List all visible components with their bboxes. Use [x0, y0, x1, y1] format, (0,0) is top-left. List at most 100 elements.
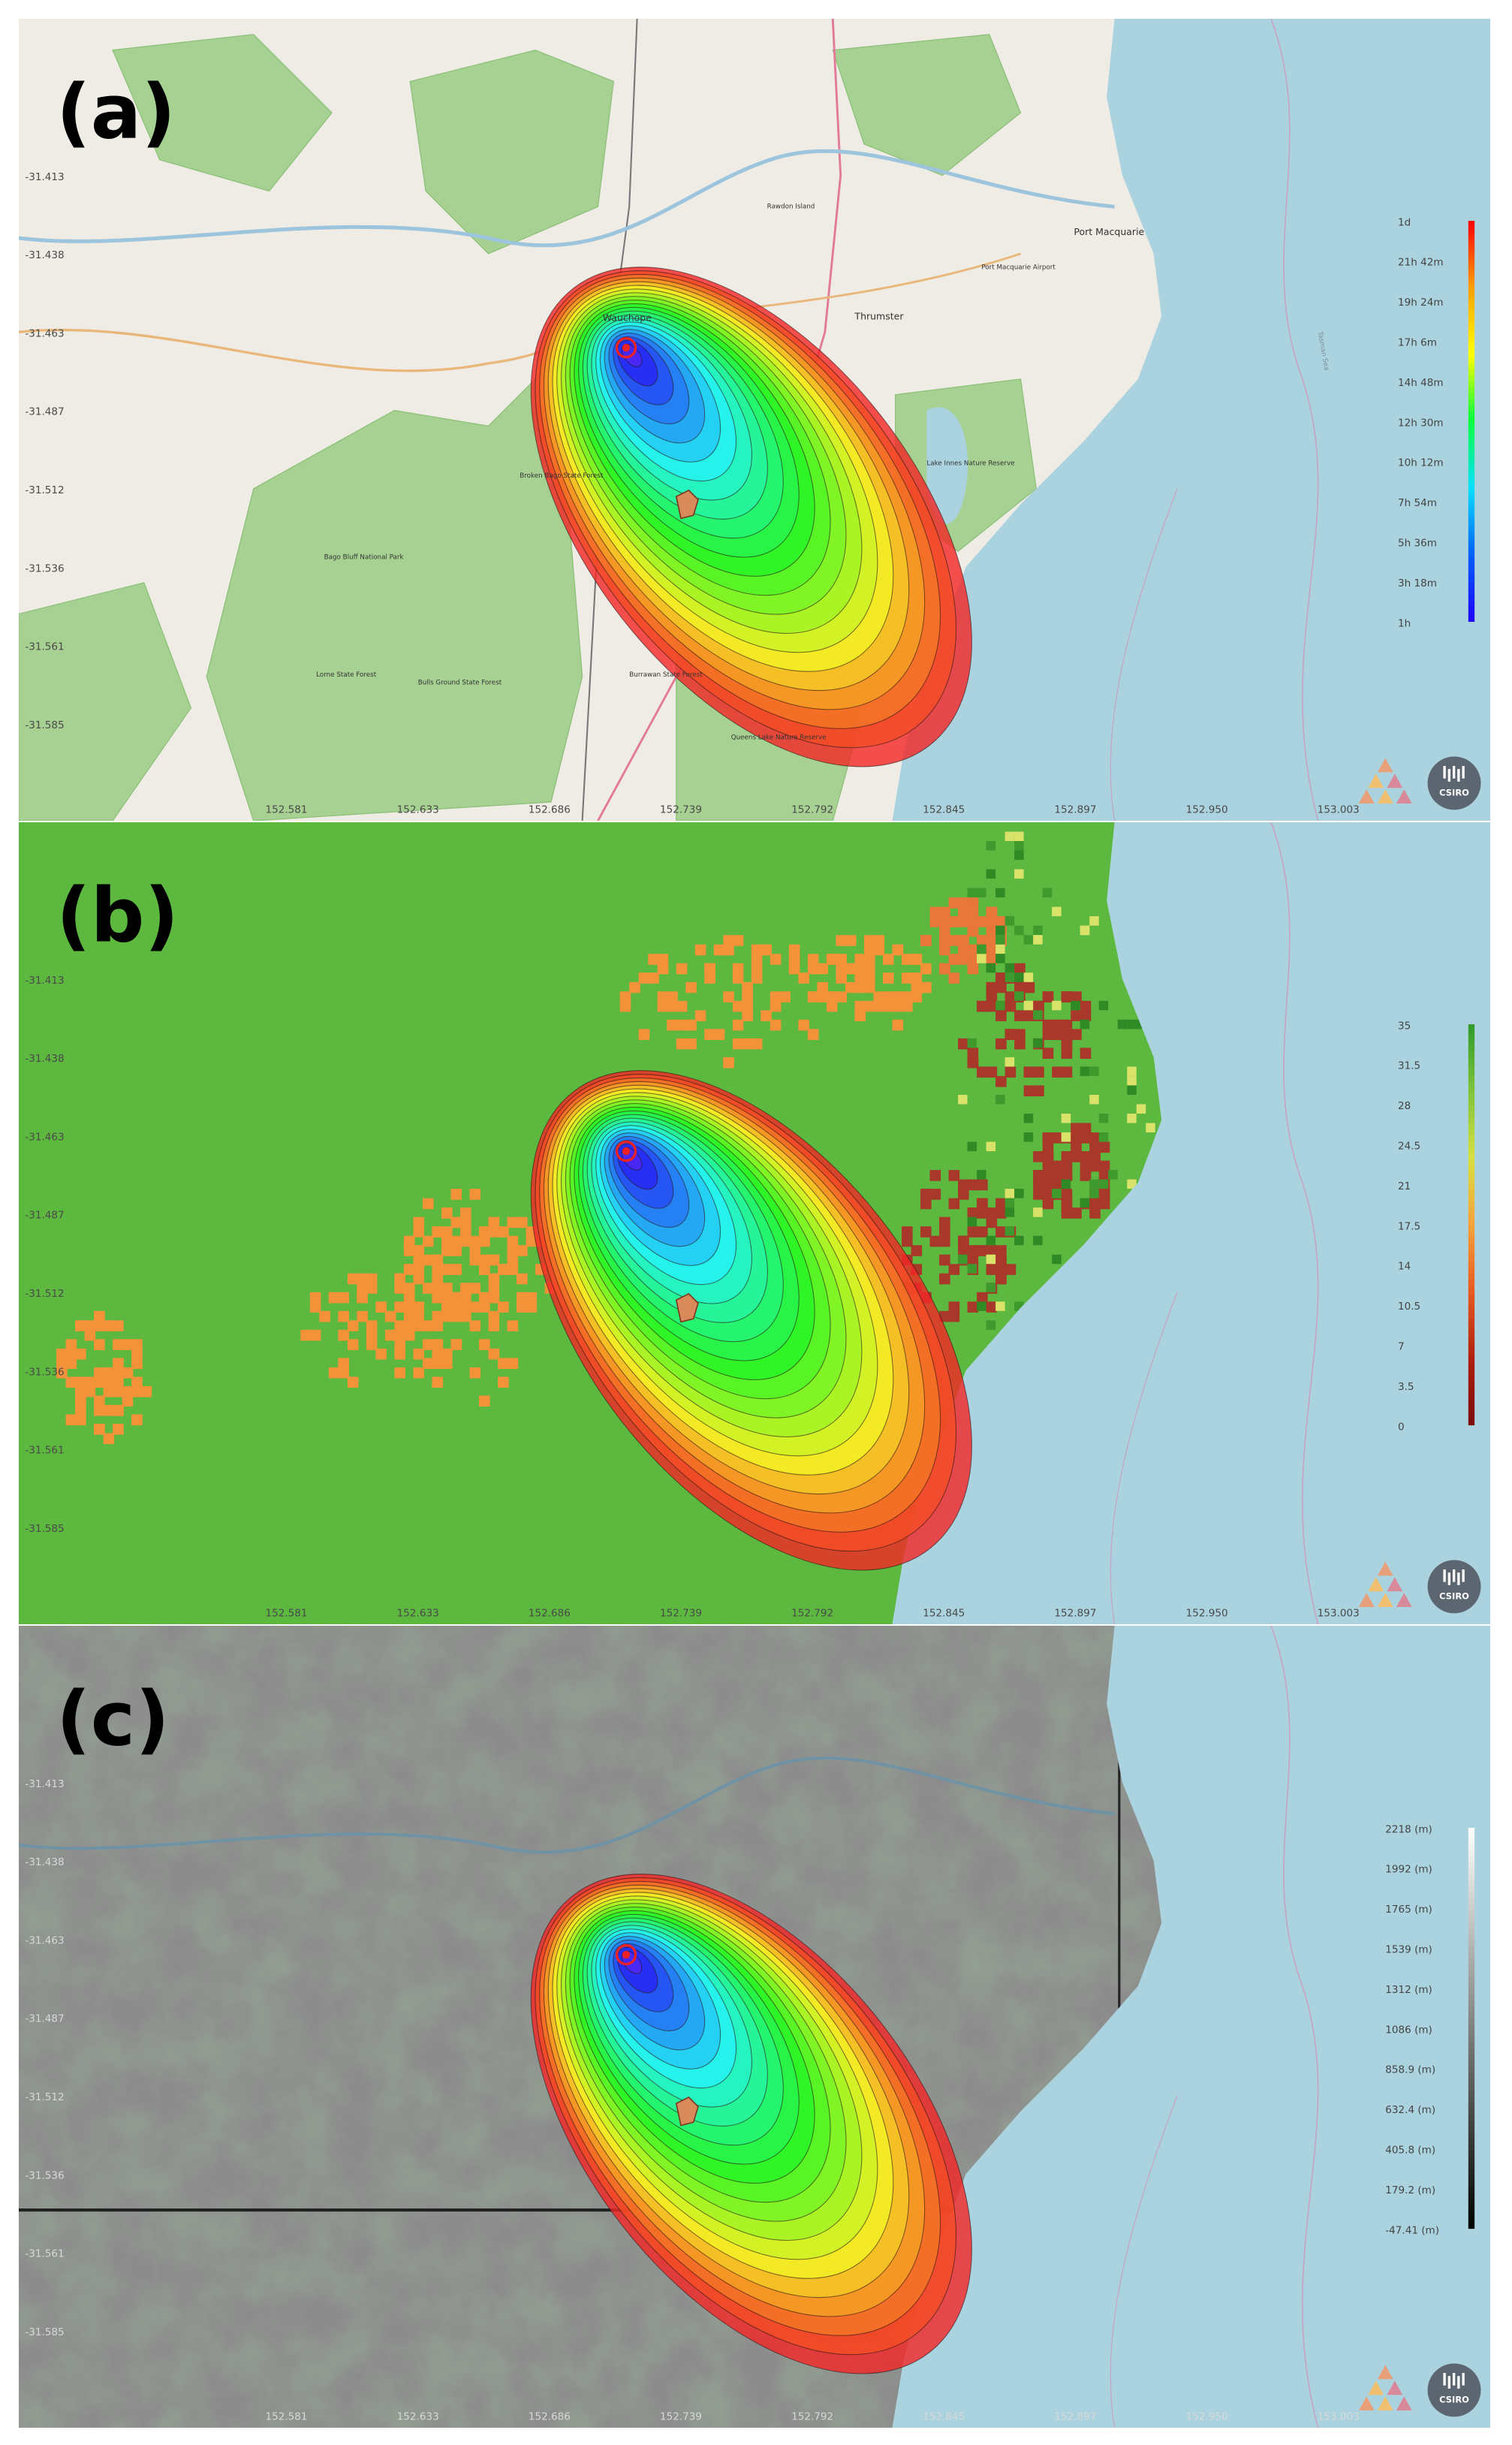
place-name: Port Macquarie Airport [981, 264, 1056, 272]
fuel-patch [939, 1273, 950, 1285]
fuel-patch [131, 1339, 143, 1350]
fuel-patch [667, 1000, 678, 1012]
fuel-patch [863, 944, 875, 956]
fuel-patch [328, 1292, 340, 1304]
fuel-patch [995, 944, 1005, 954]
fuel-patch [995, 925, 1005, 936]
fuel-patch [413, 1348, 425, 1360]
fuel-patch [723, 991, 734, 1002]
fuel-patch [892, 1019, 904, 1031]
fuel-patch [131, 1414, 143, 1426]
place-name: Burrawan State Forest [629, 671, 703, 679]
fuel-patch [1004, 1066, 1017, 1078]
fuel-patch [413, 1310, 425, 1322]
fuel-patch [488, 1310, 500, 1322]
fuel-patch [986, 1141, 996, 1152]
lat-label: -31.561 [25, 1445, 64, 1457]
fuel-patch [770, 1000, 782, 1012]
fuel-patch [1061, 1189, 1073, 1200]
fuel-patch [94, 1367, 105, 1379]
fuel-patch [441, 1348, 453, 1360]
fuel-patch [761, 944, 772, 956]
fuel-patch [807, 963, 819, 975]
fuel-patch [498, 1264, 509, 1275]
fuel-patch [394, 1273, 406, 1285]
legend-label: 1312 (m) [1385, 1984, 1432, 1996]
logo-bar [1452, 2372, 1456, 2386]
fuel-patch [517, 1292, 528, 1304]
fuel-patch [65, 1414, 77, 1426]
fuel-patch [1033, 925, 1043, 936]
depth-contour [1110, 1292, 1178, 1624]
depth-contour [1270, 822, 1319, 1624]
fuel-patch [65, 1358, 77, 1369]
fuel-patch [1080, 1151, 1092, 1162]
panel-a: Wauchope Port Macquarie Thrumster Rawdon Is… [19, 19, 1490, 821]
place-name: Broken Bago State Forest [520, 472, 604, 480]
panel-label: (a) [56, 68, 176, 156]
csiro-text: CSIRO [1439, 788, 1469, 798]
fuel-patch [75, 1385, 86, 1397]
fuel-patch [977, 1207, 988, 1219]
fuel-patch [309, 1292, 321, 1304]
legend-label: 12h 30m [1398, 417, 1444, 429]
fuel-patch [1033, 1010, 1043, 1020]
logo-bar [1447, 2376, 1451, 2389]
fuel-patch [1014, 831, 1024, 842]
fuel-patch [986, 916, 998, 927]
fuel-patch [1071, 1010, 1082, 1021]
fuel-patch [526, 1292, 538, 1304]
lon-label: 152.739 [660, 804, 702, 816]
fuel-patch [892, 991, 904, 1002]
fuel-patch [929, 916, 941, 927]
fuel-patch [1042, 1019, 1054, 1031]
place-name: Thrumster [854, 310, 904, 321]
fuel-patch [638, 972, 650, 984]
fuel-patch [704, 972, 715, 984]
depth-contour [1270, 19, 1319, 821]
river [19, 149, 1115, 248]
fuel-patch [854, 954, 866, 965]
fuel-patch [432, 1292, 444, 1304]
fuel-patch [1080, 1019, 1090, 1030]
fuel-patch [826, 991, 838, 1002]
fuel-patch [732, 935, 744, 946]
fuel-patch [995, 1010, 1007, 1021]
fuel-patch [1061, 1038, 1073, 1050]
fuel-patch [1014, 1029, 1026, 1040]
fuel-patch [1098, 1198, 1110, 1210]
fuel-patch [920, 935, 932, 946]
lat-label: -31.512 [25, 484, 64, 496]
lon-label: 153.003 [1318, 804, 1360, 816]
colorbar [1468, 1024, 1475, 1426]
fuel-patch [517, 1216, 528, 1229]
fuel-patch [394, 1283, 406, 1294]
fuel-patch [967, 1216, 977, 1227]
fuel-patch [526, 1235, 538, 1247]
fuel-patch [1061, 1029, 1073, 1040]
fuel-patch [798, 1019, 809, 1031]
lat-label: -31.463 [25, 1131, 64, 1143]
fuel-patch [619, 991, 631, 1002]
fuel-patch [113, 1404, 124, 1416]
fuel-patch [488, 1292, 500, 1304]
fuel-patch [122, 1367, 134, 1379]
fuel-patch [517, 1301, 528, 1313]
depth-contour [1270, 1626, 1319, 2428]
lat-label: -31.438 [25, 1856, 64, 1868]
fuel-patch [648, 972, 659, 984]
fuel-patch [65, 1348, 77, 1360]
fuel-patch [1071, 1207, 1082, 1219]
fuel-patch [1033, 1038, 1043, 1048]
fuel-patch [1061, 991, 1073, 1002]
fuel-patch [432, 1320, 444, 1331]
fuel-patch [977, 954, 986, 963]
fuel-patch [967, 1048, 979, 1059]
fuel-patch [920, 963, 932, 975]
fuel-patch [488, 1320, 500, 1331]
fuel-patch [319, 1310, 330, 1322]
fuel-patch [1080, 1132, 1092, 1144]
fuel-patch [873, 991, 885, 1002]
fuel-patch [742, 1000, 753, 1012]
fuel-patch [986, 981, 998, 993]
